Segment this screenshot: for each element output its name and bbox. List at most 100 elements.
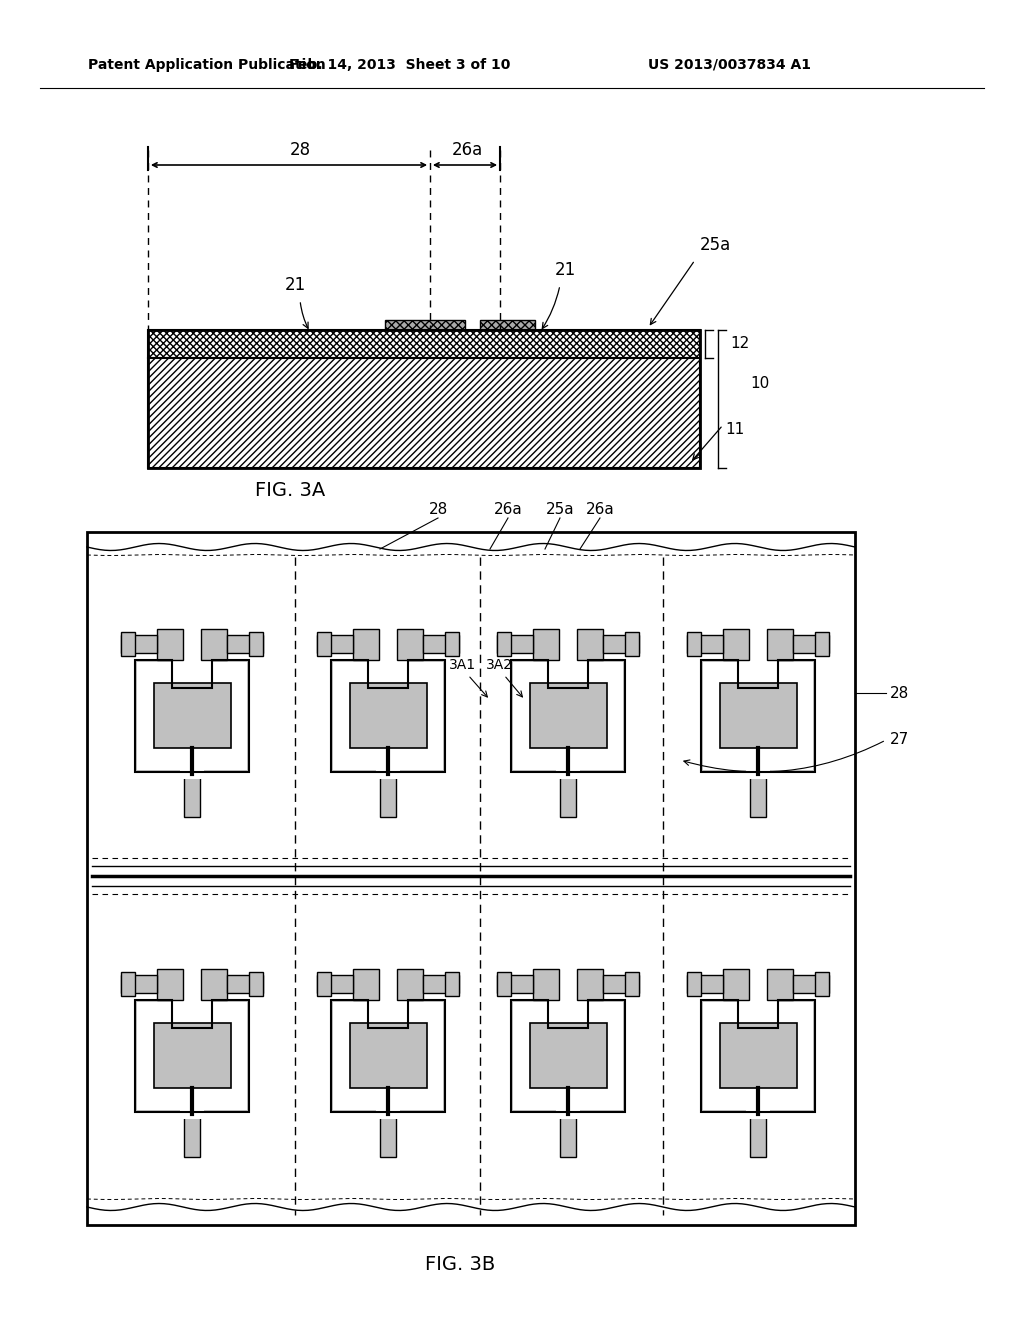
Bar	[249, 632, 263, 656]
Bar	[350, 682, 427, 748]
Polygon shape	[331, 660, 445, 772]
Text: 21: 21	[554, 261, 575, 279]
Text: 10: 10	[750, 376, 769, 392]
Bar	[397, 630, 423, 660]
Bar	[184, 1111, 200, 1158]
Bar	[687, 635, 723, 653]
Bar	[530, 1023, 607, 1088]
Text: 12: 12	[730, 337, 750, 351]
Bar	[750, 772, 766, 817]
Bar	[720, 1023, 797, 1088]
Bar	[317, 632, 331, 656]
Bar	[350, 682, 427, 748]
Text: 3A2: 3A2	[485, 657, 512, 672]
Bar	[376, 770, 400, 779]
Bar	[577, 630, 603, 660]
Bar	[184, 772, 200, 817]
Bar	[148, 330, 700, 358]
Text: FIG. 3B: FIG. 3B	[425, 1255, 496, 1275]
Bar	[746, 1110, 770, 1119]
Bar	[445, 632, 459, 656]
Bar	[746, 770, 770, 779]
Bar	[154, 1023, 231, 1088]
Bar	[350, 1023, 427, 1088]
Text: Feb. 14, 2013  Sheet 3 of 10: Feb. 14, 2013 Sheet 3 of 10	[290, 58, 511, 73]
Bar	[249, 972, 263, 997]
Bar	[556, 770, 580, 779]
Bar	[687, 975, 723, 993]
Polygon shape	[701, 1001, 815, 1111]
Polygon shape	[701, 660, 815, 772]
Bar	[148, 358, 700, 469]
Bar	[353, 969, 379, 1001]
Bar	[423, 975, 459, 993]
Bar	[380, 1111, 396, 1158]
Bar	[201, 969, 227, 1001]
Bar	[121, 635, 157, 653]
Bar	[154, 682, 231, 748]
Text: 3A1: 3A1	[450, 657, 476, 672]
Bar	[625, 972, 639, 997]
Polygon shape	[511, 1001, 625, 1111]
Polygon shape	[511, 660, 625, 772]
Bar	[121, 632, 135, 656]
Bar	[556, 1110, 580, 1119]
Bar	[815, 632, 829, 656]
Bar	[376, 1110, 400, 1119]
Bar	[560, 1111, 575, 1158]
Bar	[534, 969, 559, 1001]
Bar	[121, 975, 157, 993]
Text: 28: 28	[428, 503, 447, 517]
Bar	[720, 1023, 797, 1088]
Bar	[815, 972, 829, 997]
Bar	[137, 1002, 247, 1110]
Text: 27: 27	[890, 733, 909, 747]
Bar	[157, 630, 183, 660]
Bar	[154, 1023, 231, 1088]
Bar	[530, 682, 607, 748]
Text: 26a: 26a	[586, 503, 614, 517]
Text: 11: 11	[725, 422, 744, 437]
Bar	[157, 969, 183, 1001]
Bar	[530, 682, 607, 748]
Bar	[723, 969, 749, 1001]
Bar	[227, 975, 263, 993]
Bar	[121, 972, 135, 997]
Bar	[385, 319, 465, 330]
Text: 26a: 26a	[494, 503, 522, 517]
Polygon shape	[331, 1001, 445, 1111]
Bar	[480, 319, 535, 330]
Bar	[497, 975, 534, 993]
Bar	[350, 1023, 427, 1088]
Text: FIG. 3A: FIG. 3A	[255, 480, 326, 499]
Bar	[227, 635, 263, 653]
Bar	[423, 635, 459, 653]
Bar	[87, 532, 855, 1225]
Bar	[513, 663, 623, 770]
Bar	[767, 969, 793, 1001]
Bar	[793, 635, 829, 653]
Bar	[201, 630, 227, 660]
Bar	[397, 969, 423, 1001]
Text: 25a: 25a	[700, 236, 731, 253]
Bar	[353, 630, 379, 660]
Bar	[180, 1110, 204, 1119]
Bar	[154, 682, 231, 748]
Bar	[497, 632, 511, 656]
Bar	[793, 975, 829, 993]
Bar	[137, 663, 247, 770]
Bar	[687, 972, 701, 997]
Polygon shape	[135, 1001, 249, 1111]
Bar	[497, 635, 534, 653]
Bar	[530, 1023, 607, 1088]
Bar	[333, 663, 443, 770]
Text: 25a: 25a	[546, 503, 574, 517]
Bar	[497, 972, 511, 997]
Bar	[603, 635, 639, 653]
Bar	[703, 1002, 813, 1110]
Bar	[317, 975, 353, 993]
Text: 28: 28	[890, 685, 909, 701]
Bar	[317, 635, 353, 653]
Text: 28: 28	[290, 141, 310, 158]
Polygon shape	[135, 660, 249, 772]
